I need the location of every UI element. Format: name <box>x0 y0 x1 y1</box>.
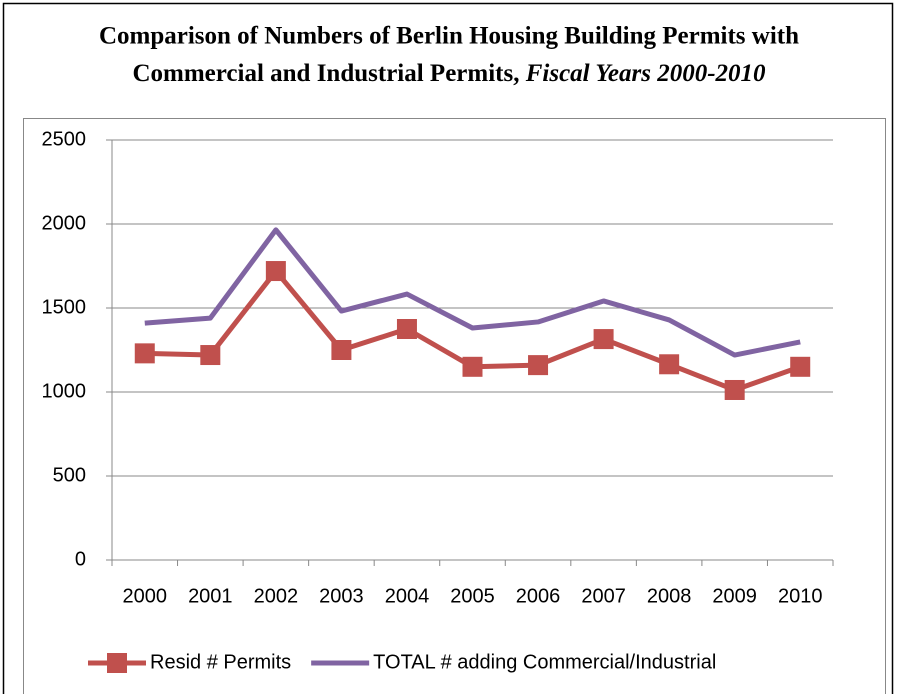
x-tick-label: 2002 <box>254 585 299 607</box>
point-marker <box>200 345 221 366</box>
point-marker <box>790 356 811 377</box>
y-tick-label: 1000 <box>42 380 87 402</box>
y-tick-label: 2000 <box>42 212 87 234</box>
point-marker <box>724 379 745 400</box>
y-tick-label: 0 <box>75 548 86 570</box>
x-tick-label: 2001 <box>188 585 233 607</box>
legend-marker <box>107 653 127 673</box>
y-tick-label: 500 <box>53 464 86 486</box>
x-tick-label: 2004 <box>385 585 430 607</box>
chart-title: Comparison of Numbers of Berlin Housing … <box>99 23 799 50</box>
point-marker <box>593 329 614 350</box>
legend-label: TOTAL # adding Commercial/Industrial <box>373 651 716 673</box>
point-marker <box>134 343 155 364</box>
x-tick-label: 2003 <box>319 585 364 607</box>
chart-title: Commercial and Industrial Permits, Fisca… <box>132 60 766 87</box>
y-tick-label: 1500 <box>42 296 87 318</box>
chart-title-italic: Fiscal Years 2000-2010 <box>525 60 766 87</box>
chart-title-line: Commercial and Industrial Permits, <box>132 60 519 87</box>
x-tick-label: 2010 <box>778 585 823 607</box>
legend-label: Resid # Permits <box>150 651 291 673</box>
point-marker <box>265 261 286 282</box>
x-tick-label: 2000 <box>123 585 168 607</box>
point-marker <box>462 356 483 377</box>
x-tick-label: 2005 <box>450 585 495 607</box>
chart-border <box>23 118 886 694</box>
series-line <box>144 227 801 358</box>
x-tick-label: 2006 <box>516 585 561 607</box>
point-marker <box>331 340 352 360</box>
y-tick-label: 2500 <box>42 128 87 150</box>
point-marker <box>396 319 417 339</box>
x-tick-label: 2007 <box>581 585 626 607</box>
point-marker <box>659 354 680 375</box>
x-tick-label: 2008 <box>647 585 692 607</box>
x-tick-label: 2009 <box>712 585 757 607</box>
point-marker <box>528 355 549 376</box>
